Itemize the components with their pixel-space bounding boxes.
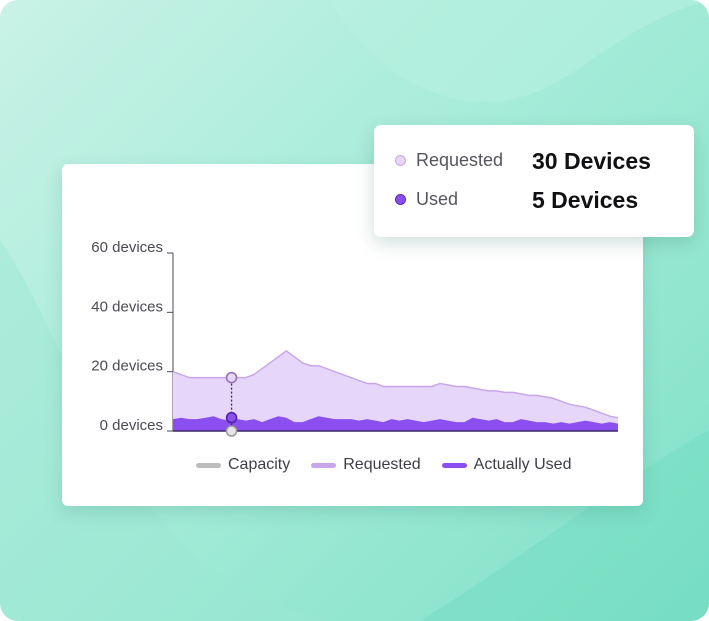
requested-marker [225, 371, 238, 384]
legend-item-actually-used[interactable]: Actually Used [441, 456, 572, 474]
used-marker [225, 411, 238, 424]
y-tick-label: 60 devices [91, 239, 163, 256]
chart-legend: Capacity Requested Actually Used [196, 456, 592, 474]
tooltip-label-used: Used [416, 189, 459, 209]
legend-item-capacity[interactable]: Capacity [196, 456, 290, 474]
y-axis: 0 devices 20 devices 40 devices 60 devices [91, 239, 174, 434]
tooltip-row-requested: Requested [395, 150, 503, 171]
tooltip-value-requested: 30 Devices [532, 148, 651, 174]
legend-label-requested: Requested [343, 456, 421, 473]
requested-area [173, 350, 618, 431]
legend-swatch-capacity [196, 462, 221, 468]
used-dot-icon [395, 194, 406, 205]
actually-used-area [173, 416, 618, 431]
legend-item-requested[interactable]: Requested [311, 456, 421, 474]
requested-dot-icon [395, 155, 406, 166]
legend-swatch-requested [311, 462, 337, 468]
chart-tooltip: Requested 30 Devices Used 5 Devices [374, 125, 694, 237]
hover-markers [225, 371, 238, 437]
tooltip-row-used: Used [395, 189, 458, 210]
requested-line [172, 349, 619, 419]
tooltip-label-requested: Requested [416, 150, 504, 170]
chart-card: 0 devices 20 devices 40 devices 60 devices … [62, 164, 643, 506]
chart-area[interactable]: 0 devices 20 devices 40 devices 60 devices [62, 164, 643, 506]
legend-label-actually-used: Actually Used [473, 456, 572, 473]
series-layer [172, 349, 619, 432]
y-tick-label: 20 devices [91, 358, 163, 375]
legend-label-capacity: Capacity [228, 456, 291, 473]
legend-swatch-actually-used [441, 462, 467, 468]
y-tick-label: 0 devices [100, 417, 163, 434]
capacity-marker [225, 425, 238, 437]
y-tick-label: 40 devices [91, 298, 163, 315]
tooltip-value-used: 5 Devices [532, 187, 639, 213]
